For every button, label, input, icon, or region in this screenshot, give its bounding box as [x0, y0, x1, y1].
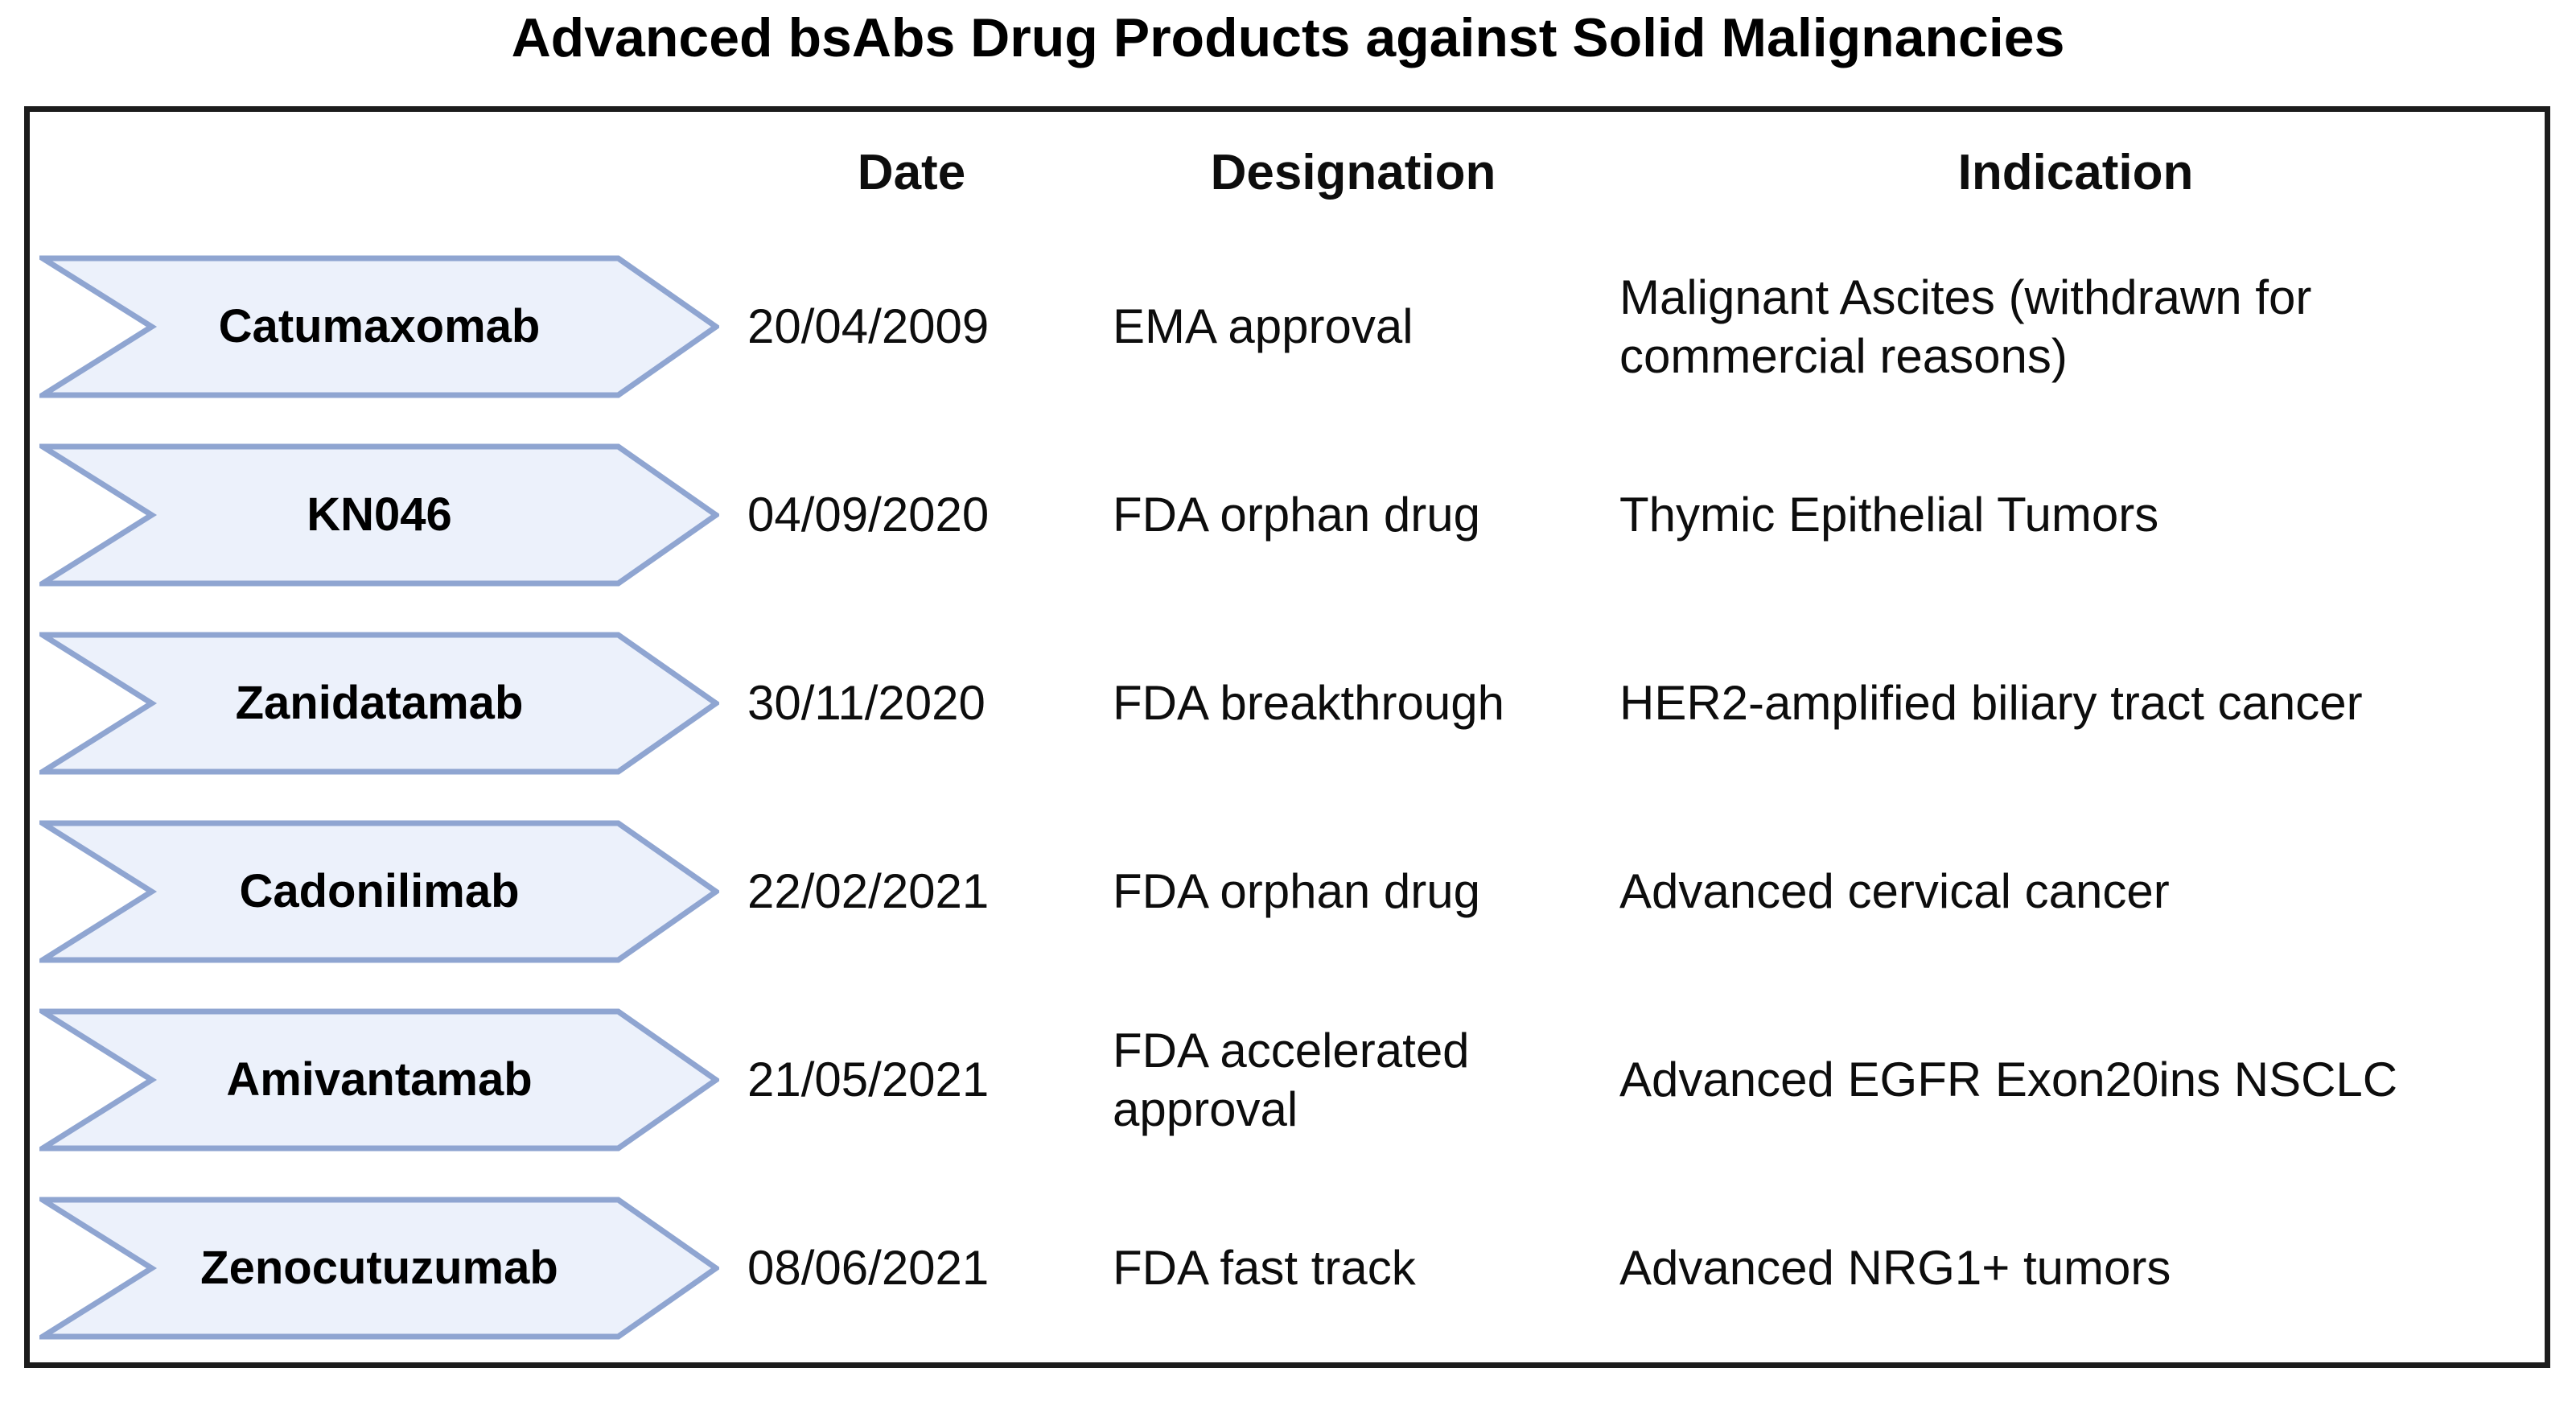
indication-cell: Advanced NRG1+ tumors	[1619, 1241, 2171, 1296]
designation-cell: FDA accelerated approval	[1113, 1023, 1470, 1136]
drug-name: Zanidatamab	[235, 676, 524, 729]
designation-cell: FDA orphan drug	[1113, 864, 1480, 919]
column-header-indication: Indication	[1957, 144, 2194, 200]
table-row: Zanidatamab	[30, 609, 723, 797]
designation-cell: FDA orphan drug	[1113, 488, 1480, 542]
date-cell: 08/06/2021	[747, 1241, 990, 1296]
drug-arrow-shape	[39, 255, 719, 398]
drug-name: Cadonilimab	[239, 864, 520, 917]
indication-cell: Malignant Ascites (withdrawn for commerc…	[1619, 270, 2312, 383]
drug-arrow-shape	[39, 1008, 719, 1152]
drug-banner: Zenocutuzumab	[39, 1197, 719, 1340]
drug-arrow-shape	[39, 1197, 719, 1340]
designation-cell: FDA breakthrough	[1113, 676, 1504, 731]
column-header-drug-spacer	[30, 112, 723, 233]
designation-cell: FDA fast track	[1113, 1241, 1416, 1296]
date-cell: 20/04/2009	[747, 299, 990, 354]
date-cell: 04/09/2020	[747, 488, 990, 542]
drug-banner: Amivantamab	[39, 1008, 719, 1152]
table-row: KN046	[30, 421, 723, 609]
indication-cell: Advanced EGFR Exon20ins NSCLC	[1619, 1053, 2398, 1107]
designation-cell: EMA approval	[1113, 299, 1414, 354]
drug-banner: Catumaxomab	[39, 255, 719, 398]
figure-title: Advanced bsAbs Drug Products against Sol…	[511, 7, 2065, 68]
indication-cell: Advanced cervical cancer	[1619, 864, 2170, 919]
table-row: Zenocutuzumab	[30, 1174, 723, 1362]
drug-banner: Cadonilimab	[39, 820, 719, 963]
table-row: Catumaxomab	[30, 233, 723, 421]
date-cell: 22/02/2021	[747, 864, 990, 919]
drug-arrow-shape	[39, 632, 719, 775]
drug-name: Zenocutuzumab	[200, 1241, 558, 1294]
drug-arrow-shape	[39, 443, 719, 587]
drug-name: KN046	[307, 488, 452, 541]
column-header-date: Date	[857, 144, 966, 200]
column-header-designation: Designation	[1210, 144, 1496, 200]
table-row: Cadonilimab	[30, 797, 723, 986]
indication-cell: Thymic Epithelial Tumors	[1619, 488, 2159, 542]
drug-banner: KN046	[39, 443, 719, 587]
drug-banner: Zanidatamab	[39, 632, 719, 775]
drug-arrow-shape	[39, 820, 719, 963]
drug-products-table: Date Designation Indication Catumaxomab …	[24, 106, 2550, 1368]
table-row: Amivantamab	[30, 986, 723, 1174]
date-cell: 30/11/2020	[747, 676, 986, 731]
drug-name: Catumaxomab	[218, 299, 541, 352]
drug-name: Amivantamab	[226, 1053, 533, 1106]
indication-cell: HER2-amplified biliary tract cancer	[1619, 676, 2363, 731]
date-cell: 21/05/2021	[747, 1053, 990, 1107]
